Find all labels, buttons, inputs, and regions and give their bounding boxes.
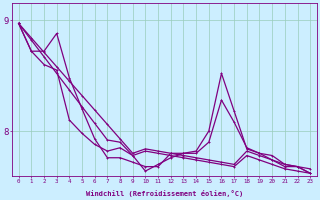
X-axis label: Windchill (Refroidissement éolien,°C): Windchill (Refroidissement éolien,°C) [86, 190, 243, 197]
